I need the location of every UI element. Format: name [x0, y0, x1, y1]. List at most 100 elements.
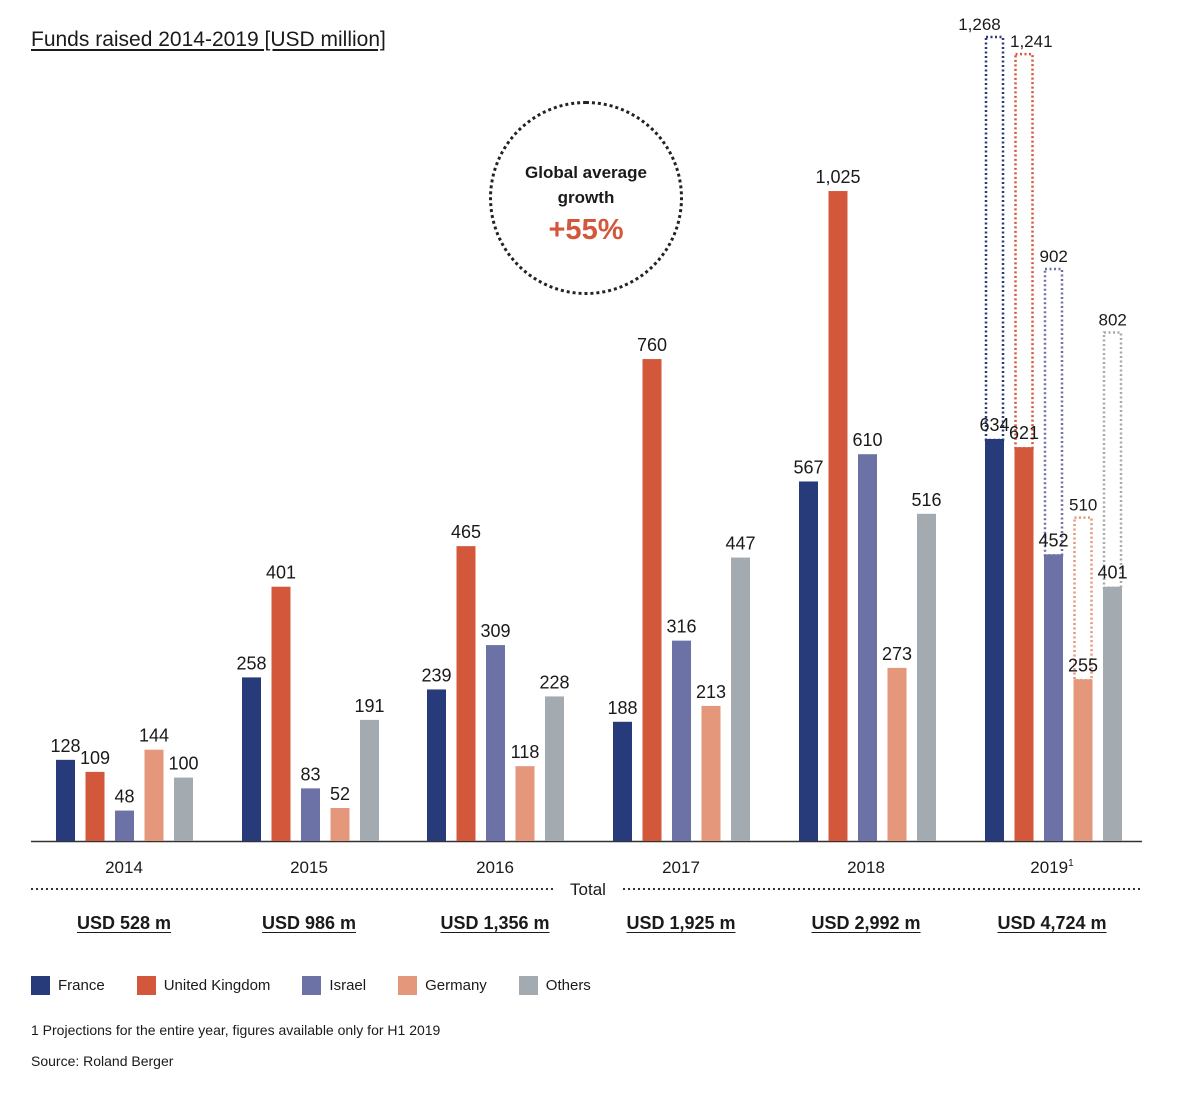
value-label-2016-others: 228	[539, 672, 569, 692]
value-label-2014-israel: 48	[114, 787, 134, 807]
chart-title: Funds raised 2014-2019 [USD million]	[31, 28, 386, 51]
value-label-2014-france: 128	[50, 736, 80, 756]
value-label-2018-germany: 273	[882, 644, 912, 664]
total-2015: USD 986 m	[261, 913, 357, 933]
bar-2018-others	[917, 513, 936, 841]
bar-2014-others	[174, 777, 193, 841]
bar-2015-others	[360, 719, 379, 841]
legend-label: Israel	[329, 977, 367, 994]
legend-swatch	[31, 976, 50, 995]
bar-2016-israel	[486, 645, 505, 841]
value-label-2019-israel: 452	[1038, 530, 1068, 550]
legend-item-others: Others	[518, 976, 591, 995]
value-label-2018-united-kingdom: 1,025	[815, 167, 860, 187]
legend-swatch	[302, 976, 322, 995]
bar-2017-germany	[701, 705, 721, 841]
bar-2014-france	[56, 759, 75, 841]
x-tick-label-2018: 2018	[847, 858, 885, 877]
source-note: Source: Roland Berger	[31, 1053, 174, 1069]
value-label-2018-france: 567	[793, 457, 823, 477]
value-label-2016-israel: 309	[480, 621, 510, 641]
value-label-2017-others: 447	[725, 534, 755, 554]
value-label-2016-united-kingdom: 465	[451, 522, 481, 542]
projection-label-2019-united-kingdom: 1,241	[1010, 32, 1053, 51]
x-tick-footnote-marker: 1	[1068, 858, 1074, 869]
legend-label: United Kingdom	[163, 977, 271, 994]
footnote: 1 Projections for the entire year, figur…	[31, 1022, 441, 1038]
value-label-2014-united-kingdom: 109	[80, 748, 110, 768]
projection-label-2019-france: 1,268	[958, 15, 1001, 34]
projection-bar-2019-israel	[1043, 267, 1064, 557]
bar-2016-germany	[515, 766, 535, 841]
bar-2017-france	[613, 721, 632, 841]
projection-bar-2019-others	[1102, 331, 1123, 589]
total-2019: USD 4,724 m	[997, 913, 1107, 933]
legend: France United Kingdom Israel Germany Others	[31, 976, 623, 995]
legend-item-germany: Germany	[398, 976, 487, 995]
bar-2019-united-kingdom	[1014, 447, 1034, 841]
bar-2016-united-kingdom	[456, 546, 476, 841]
projection-bar-2019-united-kingdom	[1014, 52, 1034, 450]
bar-2016-others	[545, 696, 564, 841]
value-label-2019-others: 401	[1097, 563, 1127, 583]
value-label-2017-germany: 213	[696, 682, 726, 702]
growth-value: +55%	[548, 214, 624, 246]
totals-label: Total	[555, 880, 621, 900]
x-tick-label-2015: 2015	[290, 858, 328, 877]
x-tick-label-2014: 2014	[105, 858, 143, 877]
legend-item-united-kingdom: United Kingdom	[136, 976, 271, 995]
bar-2017-israel	[672, 640, 691, 841]
projection-label-2019-germany: 510	[1069, 496, 1097, 515]
bar-2014-israel	[115, 810, 134, 841]
bar-2019-others	[1103, 586, 1122, 841]
value-label-2015-france: 258	[236, 653, 266, 673]
bar-2015-france	[242, 677, 261, 841]
projection-bar-2019-france	[984, 35, 1005, 442]
x-tick-label-2016: 2016	[476, 858, 514, 877]
bar-2014-germany	[144, 749, 164, 841]
legend-swatch	[136, 976, 156, 995]
value-label-2017-united-kingdom: 760	[637, 335, 667, 355]
bar-2017-others	[731, 557, 750, 841]
bar-2018-france	[799, 481, 818, 841]
bar-2015-israel	[301, 788, 320, 841]
value-label-2016-france: 239	[421, 665, 451, 685]
bar-2017-united-kingdom	[642, 359, 662, 841]
value-label-2019-united-kingdom: 621	[1009, 423, 1039, 443]
value-label-2018-others: 516	[911, 490, 941, 510]
legend-label: France	[58, 977, 105, 994]
legend-swatch	[398, 976, 418, 995]
total-2017: USD 1,925 m	[626, 913, 736, 933]
value-label-2015-germany: 52	[330, 784, 350, 804]
value-label-2019-france: 634	[979, 415, 1009, 435]
bar-2019-france	[985, 438, 1004, 841]
value-label-2014-others: 100	[168, 754, 198, 774]
bar-2018-united-kingdom	[828, 191, 848, 842]
value-label-2017-france: 188	[607, 698, 637, 718]
value-label-2015-israel: 83	[300, 764, 320, 784]
total-2018: USD 2,992 m	[811, 913, 921, 933]
value-label-2014-germany: 144	[139, 726, 169, 746]
value-label-2015-others: 191	[354, 696, 384, 716]
total-2016: USD 1,356 m	[440, 913, 550, 933]
legend-label: Germany	[425, 977, 487, 994]
bar-2019-germany	[1073, 679, 1093, 841]
bar-2016-france	[427, 689, 446, 841]
total-2014: USD 528 m	[76, 913, 172, 933]
bar-2015-germany	[330, 808, 350, 841]
value-label-2017-israel: 316	[666, 617, 696, 637]
legend-label: Others	[545, 977, 591, 994]
value-label-2015-united-kingdom: 401	[266, 563, 296, 583]
value-label-2019-germany: 255	[1068, 655, 1098, 675]
bar-2018-israel	[858, 454, 877, 841]
bar-2014-united-kingdom	[85, 771, 105, 841]
growth-label: Global average growth	[525, 163, 647, 207]
bar-2015-united-kingdom	[271, 586, 291, 841]
legend-item-france: France	[31, 976, 105, 995]
legend-item-israel: Israel	[302, 976, 366, 995]
legend-swatch	[518, 976, 538, 995]
projection-label-2019-others: 802	[1099, 310, 1127, 329]
bar-2019-israel	[1044, 554, 1063, 841]
bar-2018-germany	[887, 667, 907, 841]
